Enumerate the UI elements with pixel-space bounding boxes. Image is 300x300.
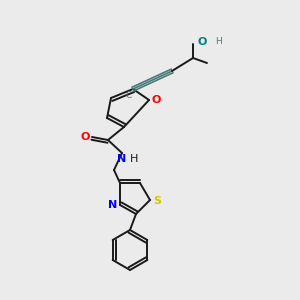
Text: S: S — [153, 196, 161, 206]
Text: H: H — [215, 38, 222, 46]
Text: C: C — [126, 91, 132, 100]
Text: N: N — [117, 154, 127, 164]
Text: O: O — [198, 37, 207, 47]
Text: O: O — [81, 132, 90, 142]
Text: N: N — [108, 200, 117, 210]
Text: O: O — [152, 95, 161, 105]
Text: H: H — [130, 154, 138, 164]
